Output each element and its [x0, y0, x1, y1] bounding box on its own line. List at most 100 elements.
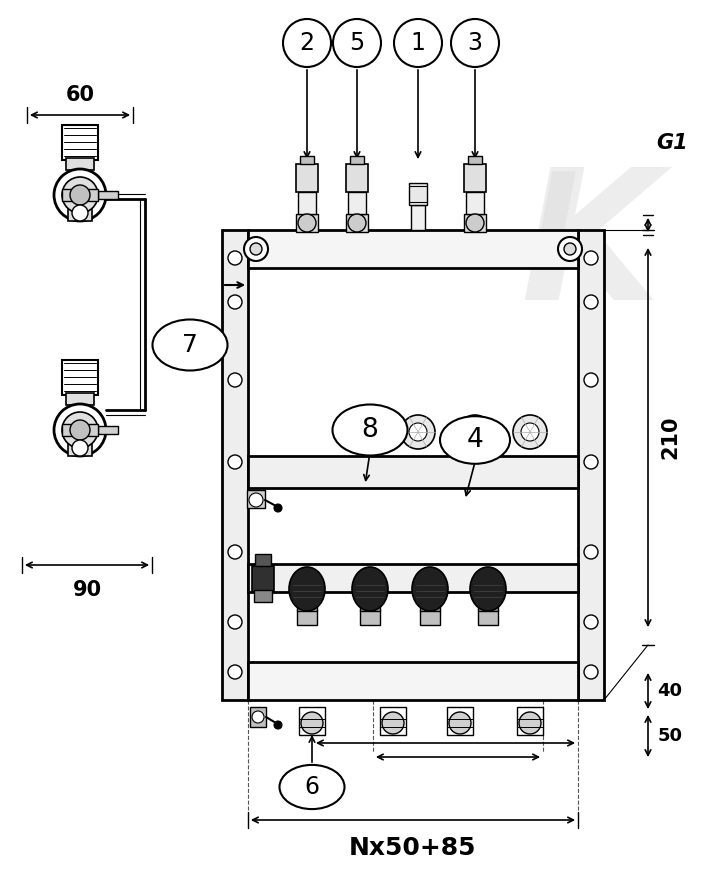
Bar: [420, 610, 440, 625]
Bar: [255, 554, 271, 566]
Bar: [66, 158, 94, 170]
Bar: [517, 707, 543, 735]
Circle shape: [340, 415, 374, 449]
Bar: [411, 205, 425, 230]
Circle shape: [449, 712, 471, 734]
Text: 2: 2: [300, 31, 315, 55]
Circle shape: [70, 420, 90, 440]
Circle shape: [584, 665, 598, 679]
Bar: [298, 192, 316, 214]
Circle shape: [301, 712, 323, 734]
Circle shape: [348, 423, 366, 441]
Circle shape: [584, 373, 598, 387]
Ellipse shape: [289, 567, 325, 611]
Circle shape: [274, 721, 282, 729]
Circle shape: [558, 237, 582, 261]
Circle shape: [333, 19, 381, 67]
Circle shape: [298, 214, 316, 232]
Circle shape: [274, 504, 282, 512]
Circle shape: [458, 415, 492, 449]
Circle shape: [519, 712, 541, 734]
Bar: [68, 201, 92, 221]
Bar: [360, 610, 380, 625]
Text: 1: 1: [410, 31, 425, 55]
Ellipse shape: [152, 319, 227, 370]
Circle shape: [70, 185, 90, 205]
Ellipse shape: [352, 567, 388, 611]
Bar: [464, 214, 486, 232]
Circle shape: [228, 373, 242, 387]
Circle shape: [244, 237, 268, 261]
Bar: [250, 707, 266, 727]
Bar: [296, 214, 318, 232]
Bar: [478, 610, 498, 625]
Circle shape: [228, 295, 242, 309]
Bar: [464, 164, 486, 192]
Circle shape: [62, 412, 98, 448]
Bar: [346, 214, 368, 232]
Bar: [254, 590, 272, 602]
Bar: [466, 192, 484, 214]
Circle shape: [584, 615, 598, 629]
Bar: [380, 707, 406, 735]
Bar: [68, 436, 92, 456]
Bar: [62, 424, 72, 436]
Bar: [299, 707, 325, 735]
Text: 5: 5: [350, 31, 365, 55]
Circle shape: [72, 205, 88, 221]
Bar: [348, 192, 366, 214]
Bar: [88, 424, 98, 436]
Text: 4: 4: [467, 427, 483, 453]
Circle shape: [252, 711, 264, 723]
Bar: [248, 230, 578, 268]
Text: 8: 8: [362, 417, 378, 443]
Bar: [478, 599, 498, 611]
Bar: [346, 164, 368, 192]
Circle shape: [228, 455, 242, 469]
Text: K: K: [520, 162, 660, 338]
Text: Nx50+85: Nx50+85: [349, 836, 477, 860]
Circle shape: [409, 423, 427, 441]
Bar: [98, 191, 118, 199]
Ellipse shape: [280, 765, 345, 809]
Text: 60: 60: [66, 85, 94, 105]
Bar: [300, 156, 314, 164]
Circle shape: [466, 423, 484, 441]
Ellipse shape: [412, 567, 448, 611]
Circle shape: [249, 493, 263, 507]
Circle shape: [513, 415, 547, 449]
Bar: [420, 599, 440, 611]
Bar: [360, 599, 380, 611]
Ellipse shape: [440, 416, 510, 464]
Text: 40: 40: [658, 682, 683, 700]
Text: 7: 7: [182, 333, 198, 357]
Circle shape: [466, 214, 484, 232]
Bar: [297, 599, 317, 611]
Bar: [62, 360, 98, 395]
Circle shape: [394, 19, 442, 67]
Circle shape: [228, 615, 242, 629]
Circle shape: [564, 243, 576, 255]
Bar: [297, 610, 317, 625]
Bar: [252, 566, 274, 592]
Text: 50: 50: [658, 727, 683, 745]
Bar: [62, 125, 98, 160]
Bar: [66, 393, 94, 405]
Bar: [409, 183, 427, 205]
Circle shape: [584, 295, 598, 309]
Bar: [447, 707, 473, 735]
Bar: [88, 189, 98, 201]
Bar: [248, 456, 578, 488]
Ellipse shape: [332, 404, 408, 456]
Text: 90: 90: [72, 580, 102, 600]
Circle shape: [451, 19, 499, 67]
Circle shape: [584, 545, 598, 559]
Bar: [578, 230, 604, 700]
Bar: [248, 662, 578, 700]
Circle shape: [382, 712, 404, 734]
Ellipse shape: [470, 567, 506, 611]
Text: I: I: [532, 166, 578, 288]
Circle shape: [62, 177, 98, 213]
Text: 210: 210: [660, 416, 680, 459]
Circle shape: [250, 243, 262, 255]
